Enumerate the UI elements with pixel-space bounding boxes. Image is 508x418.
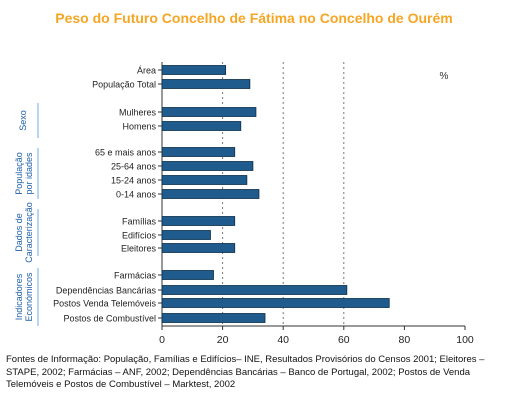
bar [161, 243, 236, 253]
category-label: Homens [122, 122, 156, 132]
chart-title: Peso do Futuro Concelho de Fátima no Con… [55, 10, 453, 26]
category-label: 25-64 anos [111, 162, 157, 172]
category-label: Mulheres [119, 108, 157, 118]
x-tick-label: 100 [456, 334, 474, 346]
category-label: Famílias [122, 217, 157, 227]
group-label-line: Sexo [18, 110, 28, 131]
x-tick-label: 80 [399, 334, 411, 346]
category-label: 0-14 anos [116, 190, 157, 200]
x-tick-label: 60 [338, 334, 350, 346]
x-tick-label: 20 [217, 334, 229, 346]
group-label: Dados deCaracterização [14, 202, 34, 263]
bar [161, 79, 251, 89]
group-label: Populaçãopor idades [14, 152, 34, 195]
bar [161, 65, 227, 75]
source-footnote: Fontes de Informação: População, Família… [6, 354, 485, 390]
group-label-line: por idades [24, 152, 34, 195]
category-label: Área [137, 66, 156, 76]
bar [161, 189, 260, 199]
group-label-line: Dados de [14, 213, 24, 252]
group-label: IndicadoresEconómicos [14, 272, 34, 322]
category-label: Postos Venda Telemóveis [53, 299, 156, 309]
category-label: Farmácias [114, 271, 157, 281]
category-label: Edifícios [122, 231, 157, 241]
bar [161, 298, 390, 308]
x-tick-label: 0 [159, 334, 165, 346]
bar [161, 313, 266, 323]
group-label-line: Económicos [24, 272, 34, 322]
category-label: 65 e mais anos [95, 148, 157, 158]
category-label: Dependências Bancárias [56, 286, 157, 296]
group-label: Sexo [18, 110, 28, 131]
bar [161, 147, 236, 157]
unit-label: % [440, 71, 449, 82]
bar [161, 285, 348, 295]
group-label-line: População [14, 152, 24, 195]
category-label: 15-24 anos [111, 176, 157, 186]
x-tick-label: 40 [277, 334, 289, 346]
bar [161, 216, 236, 226]
bar [161, 270, 214, 280]
category-label: População Total [92, 80, 156, 90]
category-label: Postos de Combustível [63, 314, 156, 324]
group-label-line: Indicadores [14, 273, 24, 320]
bar [161, 230, 211, 240]
group-label-line: Caracterização [24, 202, 34, 263]
bar [161, 121, 242, 131]
bar [161, 161, 254, 171]
bar [161, 175, 248, 185]
category-label: Eleitores [121, 244, 157, 254]
bar [161, 107, 257, 117]
